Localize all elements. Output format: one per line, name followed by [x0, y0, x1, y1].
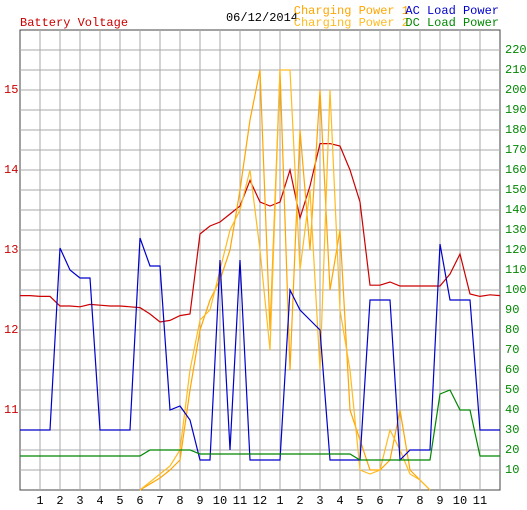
y2-tick-label: 170: [505, 143, 527, 157]
x-tick-label: 9: [196, 494, 203, 508]
legend-label: AC Load Power: [405, 4, 499, 18]
legend-label: DC Load Power: [405, 16, 499, 30]
x-tick-label: 8: [416, 494, 423, 508]
x-tick-label: 2: [296, 494, 303, 508]
x-tick-label: 7: [396, 494, 403, 508]
y2-tick-label: 220: [505, 43, 527, 57]
y-tick-label: 15: [4, 83, 18, 97]
y2-tick-label: 190: [505, 103, 527, 117]
y2-tick-label: 110: [505, 263, 527, 277]
y-tick-label: 11: [4, 403, 18, 417]
y2-tick-label: 150: [505, 183, 527, 197]
x-tick-label: 8: [176, 494, 183, 508]
y2-tick-label: 80: [505, 323, 519, 337]
y2-tick-label: 160: [505, 163, 527, 177]
y-tick-label: 13: [4, 243, 18, 257]
y2-tick-label: 140: [505, 203, 527, 217]
series-line: [20, 389, 500, 461]
y2-tick-label: 70: [505, 343, 519, 357]
y2-tick-label: 10: [505, 463, 519, 477]
y2-tick-label: 50: [505, 383, 519, 397]
x-tick-label: 3: [316, 494, 323, 508]
x-tick-label: 10: [213, 494, 227, 508]
y2-tick-label: 30: [505, 423, 519, 437]
series-line: [139, 69, 431, 491]
y-tick-label: 14: [4, 163, 18, 177]
x-tick-label: 1: [36, 494, 43, 508]
y2-tick-label: 90: [505, 303, 519, 317]
y2-tick-label: 20: [505, 443, 519, 457]
y2-tick-label: 130: [505, 223, 527, 237]
x-tick-label: 6: [136, 494, 143, 508]
x-tick-label: 5: [356, 494, 363, 508]
series-line: [139, 69, 431, 491]
x-tick-label: 5: [116, 494, 123, 508]
x-tick-label: 4: [96, 494, 103, 508]
x-tick-label: 2: [56, 494, 63, 508]
x-tick-label: 9: [436, 494, 443, 508]
y2-tick-label: 200: [505, 83, 527, 97]
x-tick-label: 1: [276, 494, 283, 508]
y2-tick-label: 60: [505, 363, 519, 377]
x-tick-label: 4: [336, 494, 343, 508]
y2-tick-label: 40: [505, 403, 519, 417]
legend-label: Battery Voltage: [20, 16, 128, 30]
x-tick-label: 11: [233, 494, 247, 508]
series-line: [20, 143, 501, 323]
x-tick-label: 3: [76, 494, 83, 508]
x-tick-label: 6: [376, 494, 383, 508]
y2-tick-label: 180: [505, 123, 527, 137]
x-tick-label: 10: [453, 494, 467, 508]
x-tick-label: 7: [156, 494, 163, 508]
x-tick-label: 12: [253, 494, 267, 508]
y2-tick-label: 100: [505, 283, 527, 297]
x-tick-label: 11: [473, 494, 487, 508]
chart-title: 06/12/2014: [226, 11, 298, 25]
legend-label: Charging Power 2: [294, 16, 409, 30]
y2-tick-label: 120: [505, 243, 527, 257]
y-tick-label: 12: [4, 323, 18, 337]
series-line: [20, 237, 500, 462]
y2-tick-label: 210: [505, 63, 527, 77]
legend-label: Charging Power 1: [294, 4, 409, 18]
